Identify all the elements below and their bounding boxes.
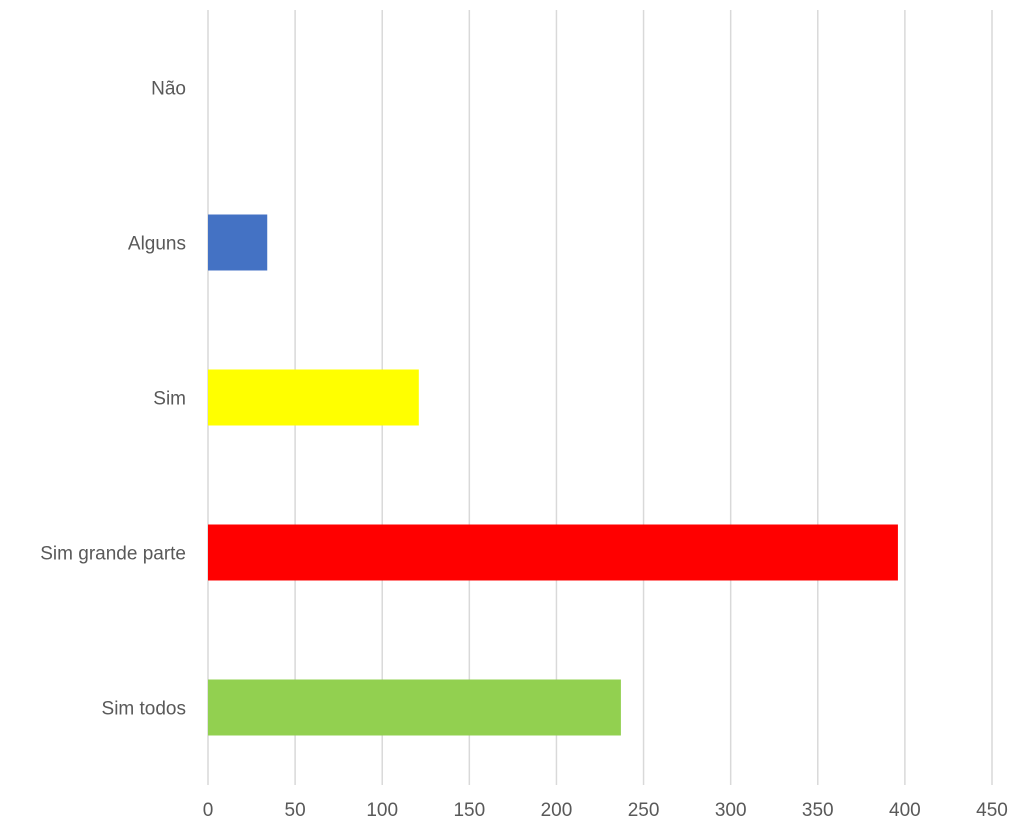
x-tick-label: 300 <box>715 800 747 821</box>
x-tick-label: 450 <box>976 800 1008 821</box>
x-tick-label: 250 <box>628 800 660 821</box>
category-label: Alguns <box>128 234 186 255</box>
category-label: Sim todos <box>102 699 186 720</box>
x-tick-label: 100 <box>366 800 398 821</box>
bar-sim-todos <box>208 679 621 736</box>
gridlines <box>207 10 993 785</box>
x-tick-label: 150 <box>453 800 485 821</box>
category-labels: Não Alguns Sim Sim grande parte Sim todos <box>40 79 186 720</box>
x-axis-tick-labels: 0 50 100 150 200 250 300 350 400 450 <box>203 800 1008 821</box>
x-tick-label: 200 <box>541 800 573 821</box>
bars <box>208 214 898 736</box>
bar-sim <box>208 369 419 426</box>
category-label: Sim <box>153 389 186 410</box>
bar-alguns <box>208 214 268 271</box>
category-label: Não <box>151 79 186 100</box>
x-tick-label: 350 <box>802 800 834 821</box>
bar-sim-grande-parte <box>208 524 898 581</box>
x-tick-label: 0 <box>203 800 214 821</box>
x-tick-label: 400 <box>889 800 921 821</box>
category-label: Sim grande parte <box>40 544 186 565</box>
x-tick-label: 50 <box>285 800 306 821</box>
